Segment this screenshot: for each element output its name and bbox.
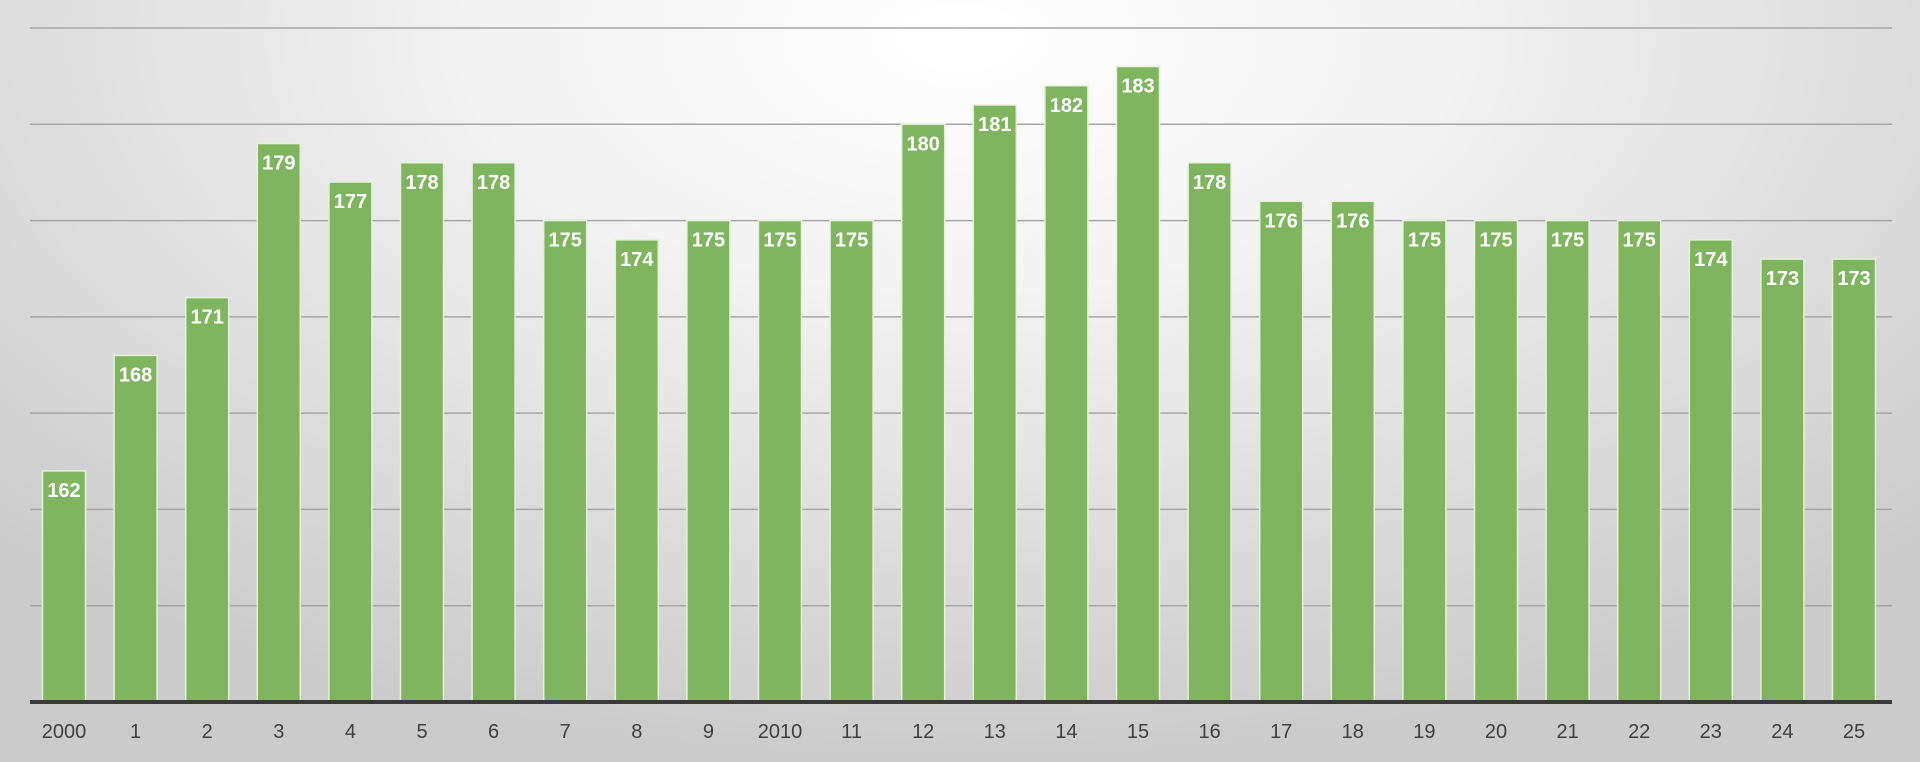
x-tick-label: 15 xyxy=(1127,721,1149,743)
bar xyxy=(1760,258,1805,703)
x-tick-label: 7 xyxy=(560,721,571,743)
bar xyxy=(184,296,230,703)
bar-value-label: 178 xyxy=(1193,172,1226,194)
bar-value-label: 174 xyxy=(620,249,654,271)
x-tick-label: 14 xyxy=(1055,721,1077,743)
bar xyxy=(972,104,1018,703)
bar xyxy=(113,354,158,703)
bar xyxy=(757,219,803,703)
bar-value-label: 175 xyxy=(1551,230,1584,252)
gridlines xyxy=(30,27,1892,607)
bar xyxy=(1545,219,1590,703)
bar xyxy=(1688,239,1734,703)
bar-value-label: 175 xyxy=(549,230,582,252)
x-tick-label: 6 xyxy=(488,721,499,743)
bars xyxy=(41,65,1877,703)
x-tick-label: 2 xyxy=(202,721,213,743)
bar-value-label: 174 xyxy=(1694,249,1728,271)
x-tick-label: 20 xyxy=(1485,721,1507,743)
x-tick-label: 16 xyxy=(1198,721,1220,743)
bar-value-label: 175 xyxy=(763,230,796,252)
bar-value-label: 175 xyxy=(835,230,868,252)
bar-value-label: 178 xyxy=(405,172,438,194)
x-tick-label: 9 xyxy=(703,721,714,743)
bar-value-label: 180 xyxy=(907,133,940,155)
bar-value-label: 175 xyxy=(1408,230,1441,252)
bar xyxy=(1115,65,1161,703)
bar-value-label: 177 xyxy=(334,191,367,213)
x-tick-label: 1 xyxy=(130,721,141,743)
bar xyxy=(399,162,445,703)
x-tick-label: 18 xyxy=(1342,721,1364,743)
bar-value-label: 176 xyxy=(1265,210,1298,232)
x-tick-label: 4 xyxy=(345,721,356,743)
bar-value-label: 173 xyxy=(1837,268,1870,290)
bar xyxy=(1402,219,1447,703)
x-tick-label: 17 xyxy=(1270,721,1292,743)
x-tick-label: 25 xyxy=(1843,721,1865,743)
bar-value-label: 162 xyxy=(47,480,80,502)
bar-value-label: 175 xyxy=(1479,230,1512,252)
bar xyxy=(1616,219,1662,703)
bar xyxy=(1330,200,1376,703)
x-tick-label: 24 xyxy=(1771,721,1793,743)
bar-value-label: 168 xyxy=(119,364,152,386)
bar-value-label: 183 xyxy=(1121,76,1154,98)
bar-value-label: 176 xyxy=(1336,210,1369,232)
bar-value-label: 179 xyxy=(262,153,295,175)
bar-value-label: 182 xyxy=(1050,95,1083,117)
bar xyxy=(41,470,87,703)
x-tick-label: 11 xyxy=(841,721,862,743)
x-tick-labels: 2000 1 2 3 4 5 6 7 8 9 2010 11 12 13 14 15 16 17 18 19 20 21 2… xyxy=(42,721,1865,743)
x-tick-label: 3 xyxy=(273,721,284,743)
bar-value-label: 181 xyxy=(978,114,1011,136)
bar-value-label: 175 xyxy=(692,230,725,252)
x-tick-label: 19 xyxy=(1413,721,1435,743)
x-tick-label: 2000 xyxy=(42,721,87,743)
bar xyxy=(900,123,946,703)
bar xyxy=(1044,85,1089,703)
bar xyxy=(1258,200,1304,703)
x-tick-label: 13 xyxy=(984,721,1006,743)
x-tick-label: 8 xyxy=(631,721,642,743)
x-tick-label: 21 xyxy=(1556,721,1578,743)
bar xyxy=(614,239,660,703)
bar-value-label: 171 xyxy=(191,307,224,329)
bar xyxy=(471,162,516,703)
x-tick-label: 12 xyxy=(912,721,934,743)
bar-value-label: 175 xyxy=(1623,230,1656,252)
x-tick-label: 2010 xyxy=(758,721,803,743)
data-labels: 162 168 171 179 177 178 178 175 174 175 175 175 180 1… xyxy=(47,76,1870,502)
bar xyxy=(256,142,302,703)
bar xyxy=(686,219,731,703)
bar xyxy=(542,219,588,703)
x-tick-label: 22 xyxy=(1628,721,1650,743)
bar xyxy=(829,219,874,703)
bar-value-label: 173 xyxy=(1766,268,1799,290)
bar-value-label: 178 xyxy=(477,172,510,194)
bar xyxy=(1187,162,1232,703)
bar xyxy=(1831,258,1877,703)
x-tick-label: 23 xyxy=(1700,721,1722,743)
bar xyxy=(328,181,373,703)
x-tick-label: 5 xyxy=(416,721,427,743)
bar xyxy=(1473,219,1519,703)
